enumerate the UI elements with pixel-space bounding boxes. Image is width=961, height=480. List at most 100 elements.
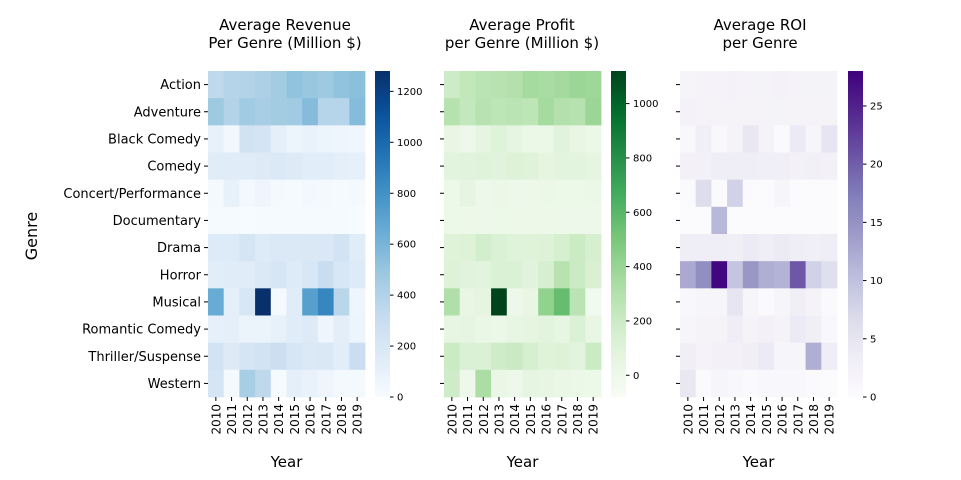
y-tick-label: Documentary [113,214,202,229]
heatmap-cell [727,206,744,235]
heatmap-cell [208,179,225,208]
heatmap-cell [789,261,806,289]
heatmap-cell [821,342,838,371]
x-tick-label: 2015 [288,404,302,435]
heatmap-cell [789,125,806,153]
heatmap-cell [302,179,319,208]
heatmap-cell [208,369,225,398]
heatmap-cell [286,179,303,208]
heatmap-cell [475,234,492,262]
heatmap-cell [805,179,822,208]
heatmap-cell [695,369,712,398]
heatmap-cell [223,315,240,344]
heatmap-cell [742,179,759,208]
heatmap-cell [522,125,539,153]
heatmap-cell [553,98,570,126]
heatmap-cell [569,179,586,208]
heatmap-cell [286,315,303,344]
heatmap-cell [349,71,366,99]
heatmap-cell [255,261,272,289]
heatmap-cell [223,234,240,262]
heatmap-cell [239,125,256,153]
heatmap-cell [553,71,570,99]
heatmap-cell [553,315,570,344]
heatmap-cell [553,261,570,289]
x-axis-label: Year [506,453,540,471]
heatmap-cell [302,152,319,181]
heatmap-cell [585,179,602,208]
y-tick-label: Black Comedy [108,132,201,147]
heatmap-cell [569,152,586,181]
heatmap-cell [286,98,303,126]
chart-title-line-1: Average Revenue [219,16,351,34]
heatmap-cell [475,98,492,126]
x-tick-label: 2010 [681,404,695,435]
heatmap-cell [727,369,744,398]
heatmap-cell [758,342,775,371]
heatmap-cell [223,152,240,181]
heatmap-cell [711,206,728,235]
heatmap-cell [239,234,256,262]
heatmap-cell [317,125,334,153]
heatmap-cell [223,342,240,371]
heatmap-cell [459,369,476,398]
heatmap-cell [680,125,697,153]
heatmap-cell [758,261,775,289]
heatmap-cell [711,342,728,371]
heatmap-cell [538,179,555,208]
heatmap-cell [774,152,791,181]
heatmap-cell [805,234,822,262]
chart-title-line-1: Average Profit [469,16,575,34]
heatmap-cell [491,152,508,181]
heatmap-cell [727,98,744,126]
heatmap-cell [239,369,256,398]
heatmap-cell [317,369,334,398]
heatmap-cell [585,369,602,398]
heatmap-cell [569,288,586,316]
heatmap-cell [302,98,319,126]
heatmap-cell [333,98,350,126]
chart-title-line-1: Average ROI [713,16,806,34]
heatmap-cell [680,288,697,316]
heatmap-cell [727,342,744,371]
colorbar-tick-label: 800 [633,153,652,164]
heatmap-cell [711,179,728,208]
heatmap-cell [459,342,476,371]
heatmap-cell [695,152,712,181]
heatmap-cell [758,98,775,126]
heatmap-cell [585,342,602,371]
chart-title-line-2: per Genre [722,34,797,52]
heatmap-cell [239,179,256,208]
heatmap-cell [805,98,822,126]
colorbar-tick-label: 20 [870,160,883,171]
x-tick-label: 2018 [571,404,585,435]
heatmap-cell [302,342,319,371]
y-tick-label: Drama [157,241,201,256]
heatmap-cell [789,234,806,262]
heatmap-cell [711,261,728,289]
heatmap-cell [333,261,350,289]
heatmap-cell [286,288,303,316]
heatmap-cell [302,369,319,398]
heatmap-cell [459,125,476,153]
heatmap-cell [333,71,350,99]
heatmap-cell [821,71,838,99]
x-tick-label: 2017 [555,404,569,435]
heatmap-cell [349,179,366,208]
heatmap-cell [349,342,366,371]
heatmap-cell [522,206,539,235]
heatmap-cell [444,152,461,181]
x-tick-label: 2017 [319,404,333,435]
y-tick-label: Musical [152,295,201,310]
x-tick-label: 2014 [272,404,286,435]
heatmap-cell [349,206,366,235]
heatmap-cell [680,342,697,371]
colorbar-tick-label: 600 [633,208,652,219]
heatmap-cell [695,315,712,344]
heatmap-cell [475,71,492,99]
heatmap-cell [223,98,240,126]
heatmap-cell [506,342,523,371]
heatmap-cell [522,98,539,126]
heatmap-cell [680,98,697,126]
